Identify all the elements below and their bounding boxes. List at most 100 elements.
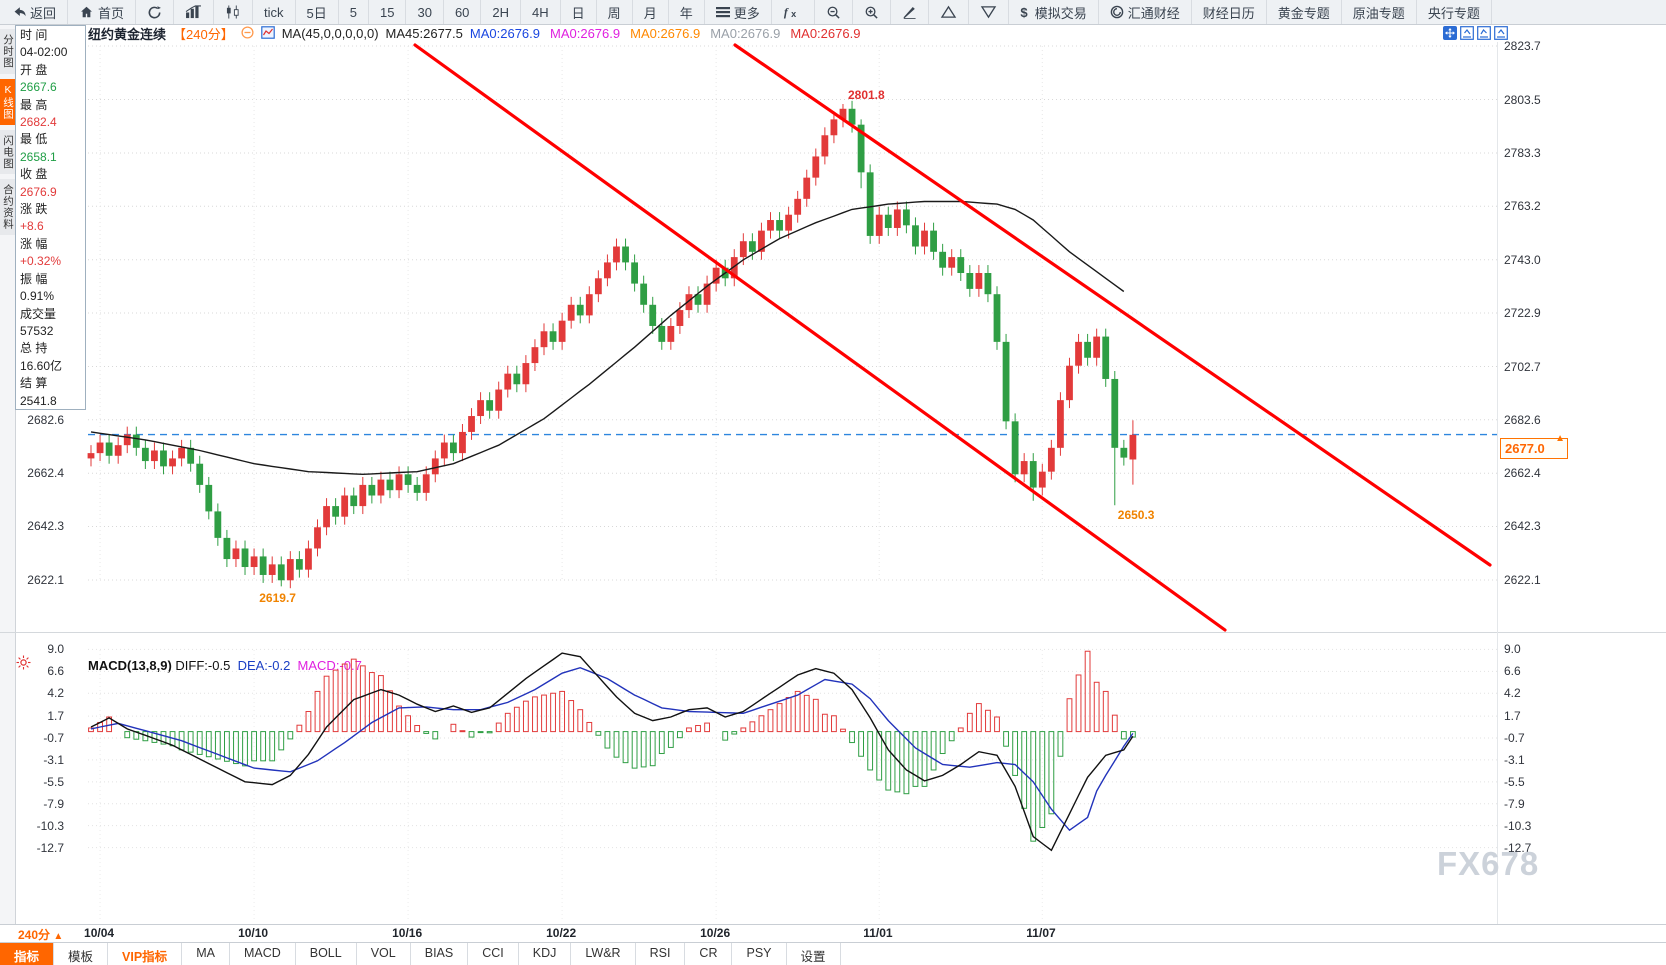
symbol-name: 纽约黄金连续 [88, 27, 167, 42]
pan-right-icon[interactable] [1477, 26, 1491, 45]
y-axis-label: 2763.2 [1504, 199, 1541, 214]
period-4h-button[interactable]: 4H [521, 0, 561, 24]
period-day-button[interactable]: 日 [561, 0, 597, 24]
zoom-out-button[interactable] [815, 0, 853, 24]
period-15-button[interactable]: 15 [369, 0, 407, 24]
macd-axis-label-right: -10.3 [1504, 818, 1532, 833]
back-button[interactable]: 返回 [0, 0, 69, 24]
pan-move-icon[interactable] [1443, 26, 1457, 45]
macd-axis-label-right: -12.7 [1504, 840, 1532, 855]
tab-vol[interactable]: VOL [357, 943, 411, 965]
y-axis-label: 2642.3 [1504, 519, 1541, 534]
pan-left-icon[interactable] [1460, 26, 1474, 45]
y-axis-label-left: 2642.3 [27, 519, 64, 534]
tab-kline-chart[interactable]: K线图 [0, 78, 15, 125]
quote-info-panel: 时 间 04-02:00 开 盘 2667.6 最 高 2682.4 最 低 2658.1 收 … [15, 25, 86, 410]
info-label: 涨 跌 [20, 202, 48, 217]
macd-axis-label-right: 9.0 [1504, 642, 1521, 657]
y-axis-label: 2783.3 [1504, 146, 1541, 160]
info-label: 总 持 [20, 341, 48, 356]
calendar-button[interactable]: 财经日历 [1192, 0, 1267, 24]
pan-end-icon[interactable] [1494, 26, 1508, 45]
indicator-settings-icon[interactable] [16, 655, 31, 675]
ma-value: MA0:2676.9 [790, 26, 861, 41]
price-up-arrow-icon: ▲ [1555, 432, 1565, 444]
tab-rsi[interactable]: RSI [636, 943, 686, 965]
period-60-button[interactable]: 60 [444, 0, 482, 24]
macd-chart[interactable] [0, 646, 1666, 924]
oil-topic-button[interactable]: 原油专题 [1342, 0, 1417, 24]
tab-lwr[interactable]: LW&R [571, 943, 636, 965]
tab-boll[interactable]: BOLL [296, 943, 357, 965]
y-axis-label: 2803.5 [1504, 92, 1541, 107]
period-month-button[interactable]: 月 [633, 0, 669, 24]
mini-chart-icon[interactable] [260, 25, 275, 42]
info-label: 振 幅 [20, 271, 48, 286]
last-price-tag: ▲ 2677.0 [1500, 433, 1568, 459]
date-label: 10/16 [392, 926, 423, 940]
tab-time-chart[interactable]: 分时图 [0, 29, 15, 74]
centralbank-topic-button[interactable]: 央行专题 [1417, 0, 1492, 24]
tab-macd[interactable]: MACD [230, 943, 296, 965]
dollar-icon: $ [1020, 5, 1031, 19]
period-2h-button[interactable]: 2H [481, 0, 522, 24]
home-button[interactable]: 首页 [68, 0, 137, 24]
more-button-label: 更多 [733, 5, 760, 21]
pattern-down-button[interactable] [969, 0, 1009, 24]
pattern-up-button[interactable] [929, 0, 969, 24]
left-tab-strip: 分时图 K线图闪电图合约资料 [0, 25, 16, 957]
period-tick-button-label: tick [264, 4, 284, 20]
period-switch[interactable]: 240分 ▲ [18, 928, 64, 942]
tab-indicator[interactable]: 指标 [0, 943, 55, 965]
gold-topic-button[interactable]: 黄金专题 [1267, 0, 1342, 24]
period-week-button[interactable]: 周 [597, 0, 633, 24]
period-5d-button[interactable]: 5日 [296, 0, 339, 24]
refresh-button[interactable] [136, 0, 175, 24]
panel-divider [0, 632, 1666, 633]
chart-type-bars-button[interactable] [174, 0, 215, 24]
y-axis-label-left: 2682.6 [27, 412, 64, 427]
draw-button[interactable] [891, 0, 929, 24]
pencil-icon [902, 5, 917, 19]
y-axis-label: 2743.0 [1504, 252, 1541, 267]
target-icon [1110, 5, 1124, 19]
main-candlestick-chart[interactable] [0, 42, 1666, 632]
period-4h-button-label: 4H [532, 4, 549, 20]
back-icon [11, 5, 26, 19]
chart-header: 纽约黄金连续 【240分】 MA(45,0,0,0,0,0) MA45:2677.… [88, 25, 870, 42]
tab-template[interactable]: 模板 [54, 943, 109, 965]
zoom-in-button[interactable] [853, 0, 891, 24]
tab-flash-chart[interactable]: 闪电图 [0, 129, 15, 174]
info-value: 04-02:00 [20, 45, 68, 60]
price-annotation: 2801.8 [847, 88, 885, 102]
tab-bias[interactable]: BIAS [411, 943, 469, 965]
period-5-button[interactable]: 5 [339, 0, 369, 24]
sim-trade-button[interactable]: $ 模拟交易 [1009, 0, 1099, 24]
date-label: 10/22 [546, 926, 577, 940]
tab-contract-info[interactable]: 合约资料 [0, 179, 15, 235]
period-tick-button[interactable]: tick [253, 0, 296, 24]
chart-type-candle-button[interactable] [214, 0, 254, 24]
period-30-button[interactable]: 30 [406, 0, 444, 24]
tab-cr[interactable]: CR [685, 943, 733, 965]
collapse-icon[interactable] [241, 25, 254, 42]
tab-cci[interactable]: CCI [468, 943, 519, 965]
period-year-button[interactable]: 年 [669, 0, 705, 24]
tab-kdj[interactable]: KDJ [519, 943, 572, 965]
period-15-button-label: 15 [380, 4, 395, 20]
fx678-news-button[interactable]: 汇通财经 [1099, 0, 1192, 24]
info-label: 时 间 [20, 28, 48, 42]
ma-values: MA0:2676.9 MA0:2676.9 MA0:2676.9 MA0:2676.9… [470, 26, 871, 41]
tab-settings[interactable]: 设置 [787, 943, 841, 965]
more-button[interactable]: 更多 [705, 0, 772, 24]
macd-axis-label-left: -3.1 [43, 752, 64, 767]
info-label: 最 高 [20, 97, 48, 112]
ma45-value: MA45:2677.5 [385, 26, 463, 41]
macd-axis-label-right: -5.5 [1504, 774, 1525, 789]
tab-psy[interactable]: PSY [732, 943, 787, 965]
tab-ma[interactable]: MA [182, 943, 230, 965]
top-toolbar: 返回 首页 tick 5日 5 15 30 60 2H 4H 日 周 月 年 更多 f x $ 模拟交易 汇通财经 财经… [0, 0, 1666, 25]
price-annotation: 2650.3 [1117, 508, 1155, 523]
tab-vip-indicator[interactable]: VIP指标 [108, 943, 183, 965]
